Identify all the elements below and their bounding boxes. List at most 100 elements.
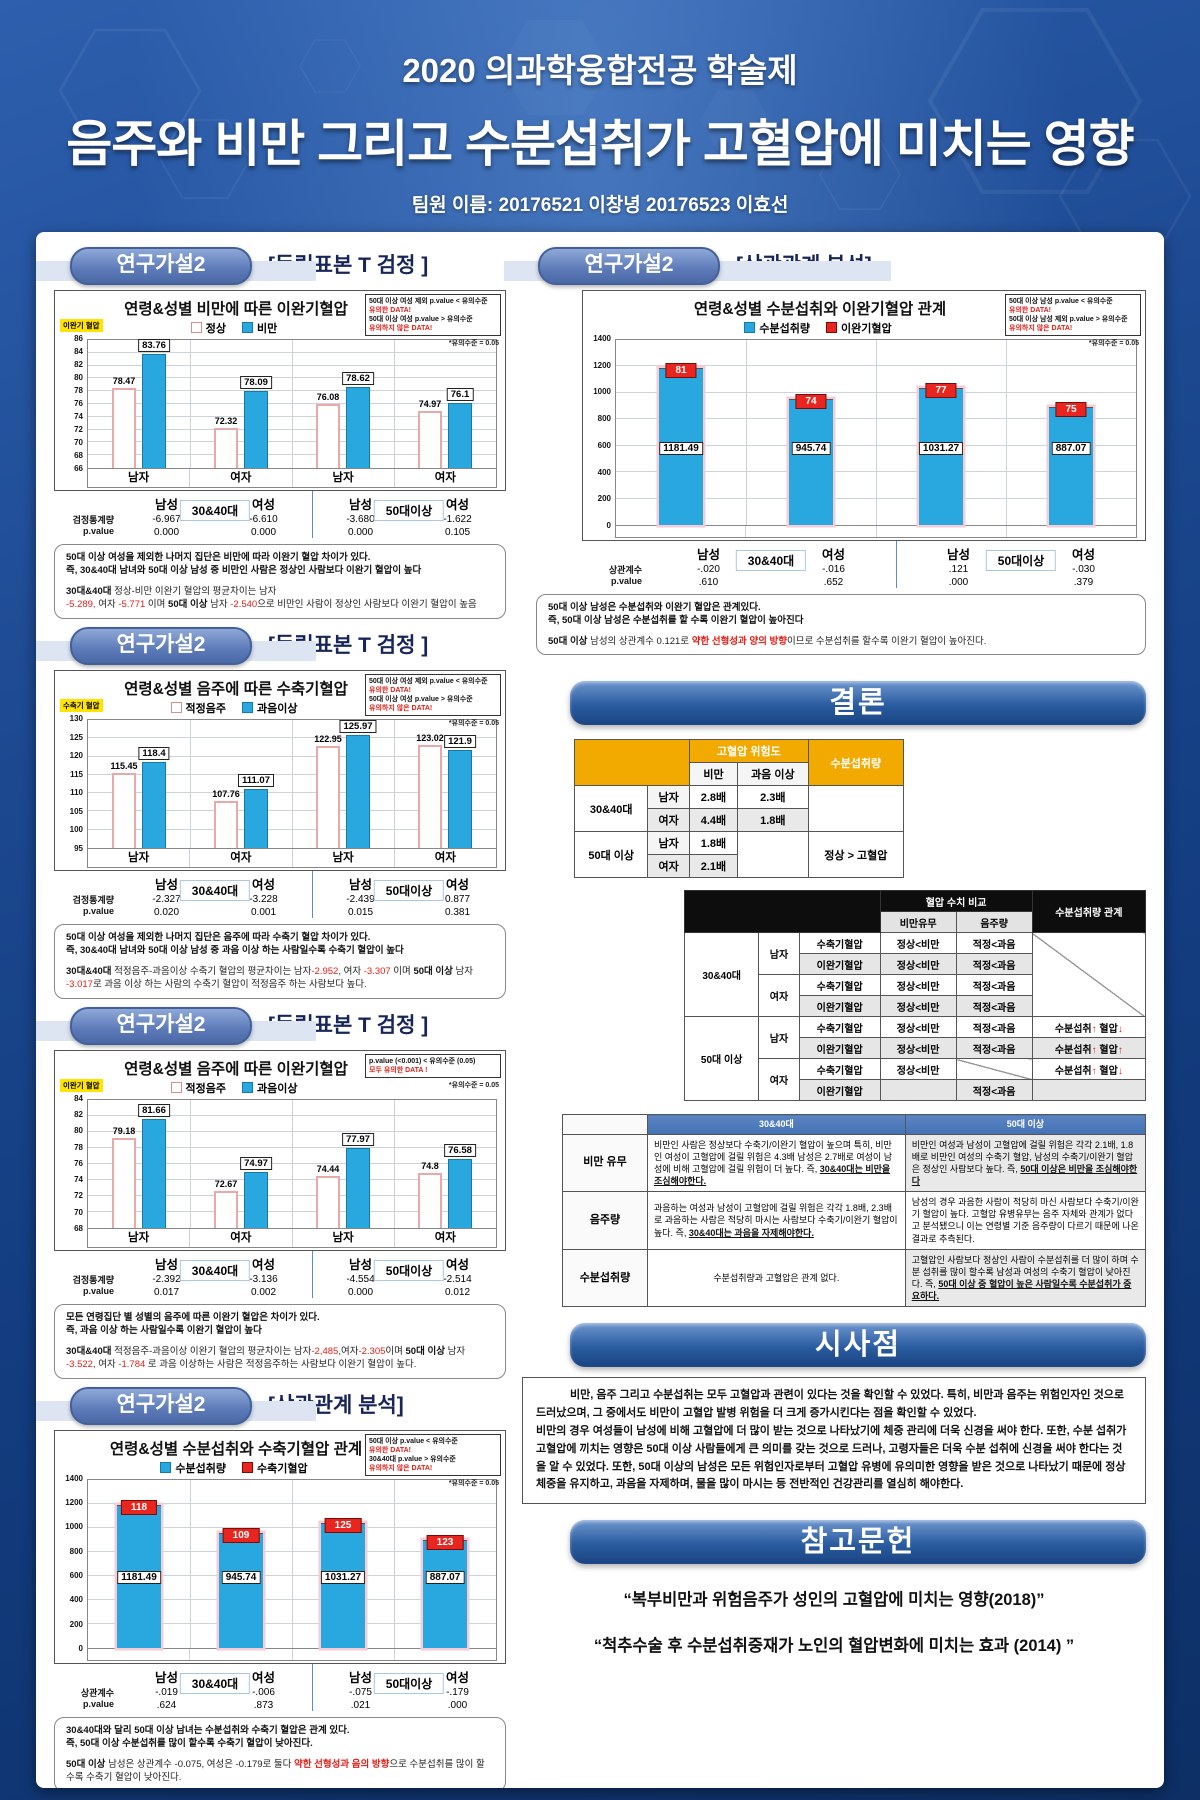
x-axis-categories: 남자 여자 남자 여자 xyxy=(61,469,497,488)
chart-title: 연령&성별 음주에 따른 수축기혈압 xyxy=(124,680,348,698)
stat-row-label: 검정통계량 xyxy=(72,1274,114,1285)
gender-label: 남성 xyxy=(348,1257,372,1272)
stat-row-label: p.value xyxy=(82,1285,114,1296)
gender-label: 여성 xyxy=(821,548,845,562)
bar xyxy=(321,1523,365,1648)
bar-group: 77 1031.27 xyxy=(876,340,1006,525)
bar xyxy=(142,1118,166,1228)
x-axis-categories: 남자 여자 남자 여자 xyxy=(61,1228,497,1248)
chart-obesity-diastolic: 이완기 혈압 연령&성별 비만에 따른 이완기혈압 정상 비만 50대 이상 여성 제외… xyxy=(54,290,506,491)
bar xyxy=(418,1173,442,1228)
y-tick: 76 xyxy=(74,1158,83,1168)
y-tick: 600 xyxy=(69,1570,83,1580)
stat-value: 0.020 xyxy=(153,906,180,918)
up-arrow-icon: ↑ xyxy=(1091,1065,1097,1077)
bar-top-value: 75 xyxy=(1055,401,1087,417)
gender-label: 남성 xyxy=(348,877,372,892)
y-tick: 70 xyxy=(74,438,83,447)
reference-item: “복부비만과 위험음주가 성인의 고혈압에 미치는 영향(2018)” xyxy=(623,1591,1045,1610)
legend-marker xyxy=(170,701,182,713)
age-group-box: 30&40대 xyxy=(179,879,251,901)
bar xyxy=(423,1540,467,1648)
bar xyxy=(112,773,136,848)
bar-value: 121.9 xyxy=(444,734,476,748)
bar-group: 74.44 77.97 xyxy=(292,1100,394,1228)
t3-alcohol-50: 남성의 경우 과음한 사람이 적당히 마신 사람보다 수축기/이완기 혈압이 높… xyxy=(904,1191,1147,1250)
stat-value: .121 xyxy=(948,564,969,575)
significance-note: 50대 이상 남성 p.value < 유의수준 유의한 DATA! 50대 이상 … xyxy=(1005,294,1141,337)
y-tick: 115 xyxy=(70,769,83,779)
bar xyxy=(346,734,370,848)
event-title: 2020 의과학융합전공 학술제 xyxy=(402,52,798,89)
stat-value: 0.017 xyxy=(153,1286,180,1298)
legend-marker xyxy=(242,701,253,713)
x-category-label: 남자 xyxy=(291,469,394,487)
gender-label: 여성 xyxy=(445,1257,469,1272)
bar-group: 81 1181.49 xyxy=(616,340,746,525)
hypothesis-badge: 연구가설2 xyxy=(70,626,252,665)
age-group-box: 30&40대 xyxy=(735,550,807,571)
stats-water-diastolic: 남성 여성 남성 여성 상관계수 -.020 -.016 .121 -.030 p.value .6… xyxy=(582,541,1146,590)
up-arrow-icon: ↑ xyxy=(1091,1044,1097,1056)
bar-group: 107.76 111.07 xyxy=(190,720,292,848)
bar-group: 78.47 83.76 xyxy=(88,339,190,468)
legend-marker xyxy=(826,322,837,333)
conclusion-box-1: 50대 이상 여성을 제외한 나머지 집단은 비만에 따라 이완기 혈압 차이가… xyxy=(54,544,506,619)
age-group-box: 30&40대 xyxy=(179,1259,251,1281)
stat-row-label: 검정통계량 xyxy=(72,894,114,905)
y-axis-label: 수축기 혈압 xyxy=(60,698,103,712)
bar-value: 111.07 xyxy=(237,774,275,788)
t3-obesity-3040: 비만인 사람은 정상보다 수축기/이완기 혈압이 높으며 특히, 비만인 여성이… xyxy=(647,1133,906,1193)
bar xyxy=(244,789,268,848)
bar xyxy=(418,745,442,848)
age-group-summary-table: 30&40대 50대 이상 비만 유무 비만인 사람은 정상보다 수축기/이완기… xyxy=(562,1114,1147,1308)
stat-value: 0.000 xyxy=(153,527,180,538)
gender-label: 여성 xyxy=(445,877,469,892)
x-category-label: 남자 xyxy=(291,848,394,867)
stat-value: 0.015 xyxy=(347,906,374,918)
legend-label: 수분섭취량 xyxy=(175,1462,226,1475)
stat-value: -.179 xyxy=(446,1686,469,1698)
bar-top-value: 118 xyxy=(120,1500,158,1516)
plot-area: 81 1181.49 74 945.74 77 1031.27 75 887.07 xyxy=(615,339,1137,526)
hypothesis-section-4: 연구가설2 [상관관계 분석] 연령&성별 수분섭취와 수축기혈압 관계 수분섭취량… xyxy=(36,1386,506,1788)
gender-label: 남성 xyxy=(154,877,178,892)
stat-value: -.075 xyxy=(349,1686,372,1698)
y-tick: 0 xyxy=(78,1643,83,1653)
y-tick: 125 xyxy=(69,732,83,742)
stat-value: 0.002 xyxy=(250,1286,277,1298)
bar-value: 74.97 xyxy=(240,1157,272,1171)
significance-note: 50대 이상 여성 제외 p.value < 유의수준 유의한 DATA! 50대 … xyxy=(365,294,501,337)
bar xyxy=(214,1190,238,1228)
legend-marker xyxy=(190,322,202,333)
y-axis-label: 이완기 혈압 xyxy=(60,319,103,332)
legend-label: 수축기혈압 xyxy=(257,1462,308,1475)
bar xyxy=(112,388,136,468)
gender-label: 남성 xyxy=(348,1670,372,1685)
text-segment: 30&40대는 과음을 자제해야한다. xyxy=(688,1227,814,1238)
y-tick: 80 xyxy=(74,1126,83,1136)
chart-alcohol-diastolic: 이완기 혈압 연령&성별 음주에 따른 이완기혈압 적정음주 과음이상 p.value … xyxy=(54,1049,506,1251)
significance-level: *유의수준 = 0.05 xyxy=(448,1081,499,1089)
gender-label: 여성 xyxy=(445,1670,469,1685)
x-category-label: 남자 xyxy=(128,851,150,864)
stat-value: -6.967 xyxy=(152,514,181,525)
bar-value: 1181.49 xyxy=(659,441,703,455)
bar xyxy=(346,387,370,468)
y-tick: 76 xyxy=(74,399,83,408)
bar-value: 1031.27 xyxy=(918,441,964,455)
right-column: 연구가설2[상관관계 분석] 연령&성별 수분섭취와 이완기혈압 관계수분섭취량… xyxy=(504,246,1147,1774)
x-category-label: 여자 xyxy=(189,469,291,487)
bar-top-value: 109 xyxy=(222,1528,260,1544)
bar-value: 76.1 xyxy=(446,388,474,402)
y-tick: 70 xyxy=(74,1207,83,1217)
bar xyxy=(448,749,472,848)
stat-value: 0.000 xyxy=(347,1286,374,1298)
conclusion-box-4: 30&40대와 달리 50대 이상 남녀는 수분섭취와 수축기 혈압은 관계 있… xyxy=(54,1716,506,1788)
bar xyxy=(418,410,442,468)
t3-col-3040: 30&40대 xyxy=(647,1114,906,1135)
y-tick: 72 xyxy=(74,1191,83,1201)
stats-alcohol-diastolic: 남성 여성 남성 여성 검정통계량 -2.392 -3.136 -4.554 -2.514 p.v… xyxy=(54,1250,506,1300)
bar xyxy=(214,801,238,848)
bar-group: 123.02 121.9 xyxy=(394,720,496,848)
